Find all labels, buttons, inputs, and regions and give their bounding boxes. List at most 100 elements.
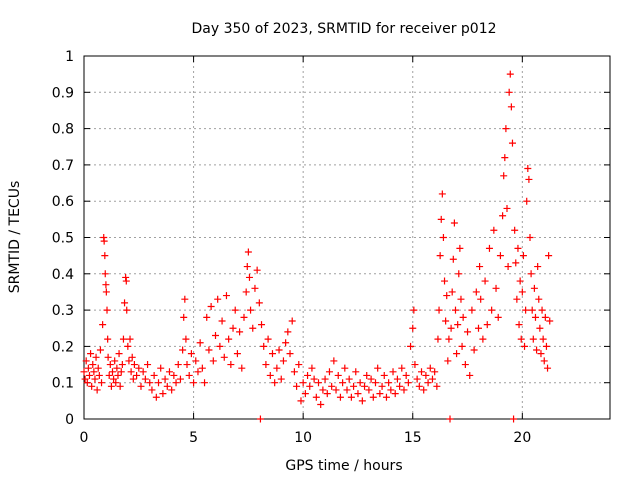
data-point — [185, 371, 193, 379]
data-point — [334, 371, 342, 379]
data-point — [93, 386, 101, 394]
data-point — [330, 357, 338, 365]
grid-lines — [84, 56, 610, 419]
y-tick-label: 0.8 — [52, 122, 74, 138]
data-point — [182, 335, 190, 343]
data-point — [507, 103, 515, 111]
data-point — [218, 317, 226, 325]
data-point — [456, 244, 464, 252]
data-point — [108, 368, 116, 376]
data-point — [130, 361, 138, 369]
data-point — [522, 306, 530, 314]
data-point — [137, 382, 145, 390]
data-point — [323, 390, 331, 398]
data-point — [376, 390, 384, 398]
data-point — [407, 342, 415, 350]
data-point — [513, 295, 521, 303]
data-point — [295, 361, 303, 369]
data-point — [135, 364, 143, 372]
data-point — [102, 281, 110, 289]
data-point — [180, 313, 188, 321]
data-point — [266, 371, 274, 379]
x-tick-label: 10 — [294, 430, 312, 446]
data-point — [80, 368, 88, 376]
data-point — [222, 292, 230, 300]
data-point — [198, 364, 206, 372]
data-point — [420, 386, 428, 394]
data-point — [479, 335, 487, 343]
data-point — [365, 386, 373, 394]
data-point — [542, 342, 550, 350]
data-point — [310, 375, 318, 383]
data-point — [174, 361, 182, 369]
data-point — [345, 375, 353, 383]
data-point — [512, 259, 520, 267]
data-point — [518, 288, 526, 296]
data-point — [536, 324, 544, 332]
y-tick-label: 0.3 — [52, 303, 74, 319]
data-point — [106, 361, 114, 369]
data-point — [126, 335, 134, 343]
data-point — [118, 361, 126, 369]
data-point — [103, 306, 111, 314]
data-point — [500, 172, 508, 180]
data-point — [404, 379, 412, 387]
data-points — [80, 70, 554, 423]
data-point — [83, 379, 91, 387]
data-point — [459, 313, 467, 321]
data-point — [448, 288, 456, 296]
data-point — [212, 332, 219, 340]
data-point — [102, 288, 110, 296]
data-point — [165, 368, 173, 376]
data-point — [524, 165, 532, 173]
data-point — [275, 346, 283, 354]
data-point — [402, 371, 410, 379]
data-point — [229, 324, 237, 332]
y-tick-label: 0.9 — [52, 85, 74, 101]
data-point — [170, 371, 178, 379]
chart-title: Day 350 of 2023, SRMTID for receiver p01… — [191, 21, 496, 37]
data-point — [90, 368, 98, 376]
data-point — [380, 371, 388, 379]
data-point — [352, 368, 360, 376]
data-point — [424, 379, 432, 387]
data-point — [104, 353, 112, 361]
data-point — [181, 295, 189, 303]
data-point — [457, 295, 465, 303]
data-point — [260, 342, 268, 350]
data-point — [187, 350, 195, 358]
data-point — [538, 306, 546, 314]
y-tick-label: 1 — [65, 49, 74, 65]
data-point — [544, 364, 552, 372]
data-point — [441, 277, 449, 285]
data-point — [511, 226, 519, 234]
data-point — [470, 346, 478, 354]
data-point — [382, 393, 390, 401]
data-point — [514, 244, 522, 252]
data-point — [545, 252, 553, 260]
data-point — [447, 324, 455, 332]
data-point — [485, 244, 493, 252]
data-point — [437, 215, 445, 223]
data-point — [391, 390, 399, 398]
data-point — [306, 382, 314, 390]
data-point — [535, 295, 543, 303]
data-point — [369, 393, 377, 401]
data-point — [304, 371, 312, 379]
data-point — [426, 364, 434, 372]
data-point — [504, 263, 512, 271]
data-point — [112, 379, 120, 387]
data-point — [163, 382, 171, 390]
data-point — [87, 350, 95, 358]
data-point — [99, 321, 107, 329]
data-point — [449, 255, 457, 263]
data-point — [418, 368, 426, 376]
data-point — [268, 350, 276, 358]
data-point — [515, 321, 523, 329]
data-point — [528, 306, 536, 314]
data-point — [475, 324, 482, 332]
data-point — [546, 317, 554, 325]
data-point — [496, 252, 504, 260]
data-point — [293, 382, 301, 390]
data-point — [540, 357, 548, 365]
